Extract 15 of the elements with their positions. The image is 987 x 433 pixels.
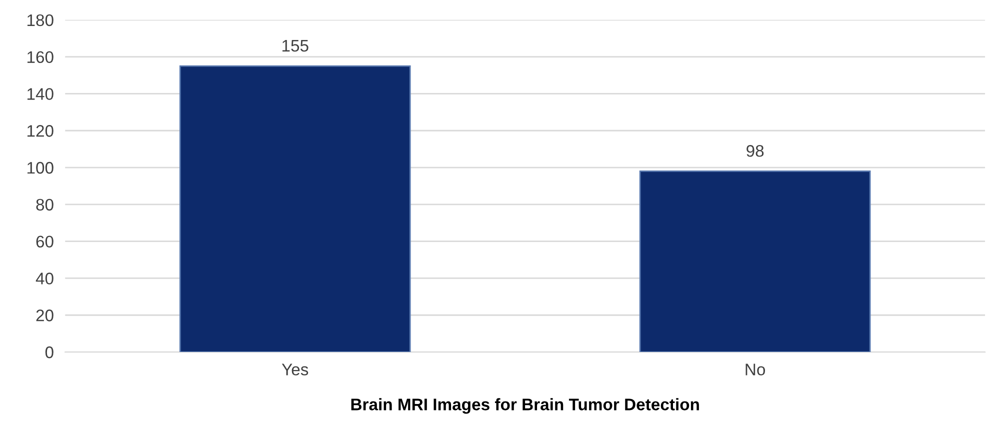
data-label: 155	[282, 40, 308, 52]
x-tick-label: No	[746, 364, 766, 376]
y-tick-label: 140	[27, 88, 54, 100]
y-tick-label: 60	[36, 236, 54, 248]
y-tick-label: 100	[27, 162, 54, 174]
y-tick-label: 40	[36, 272, 54, 284]
x-tick-label: Yes	[282, 364, 308, 376]
y-tick-label: 0	[45, 346, 54, 358]
x-axis-title: Brain MRI Images for Brain Tumor Detection	[351, 398, 699, 414]
y-tick-label: 180	[27, 14, 54, 26]
y-tick-label: 80	[36, 198, 54, 211]
y-tick-label: 20	[36, 310, 54, 322]
y-tick-label: 120	[27, 125, 54, 137]
data-label: 98	[746, 145, 764, 157]
y-tick-label: 160	[27, 51, 54, 64]
